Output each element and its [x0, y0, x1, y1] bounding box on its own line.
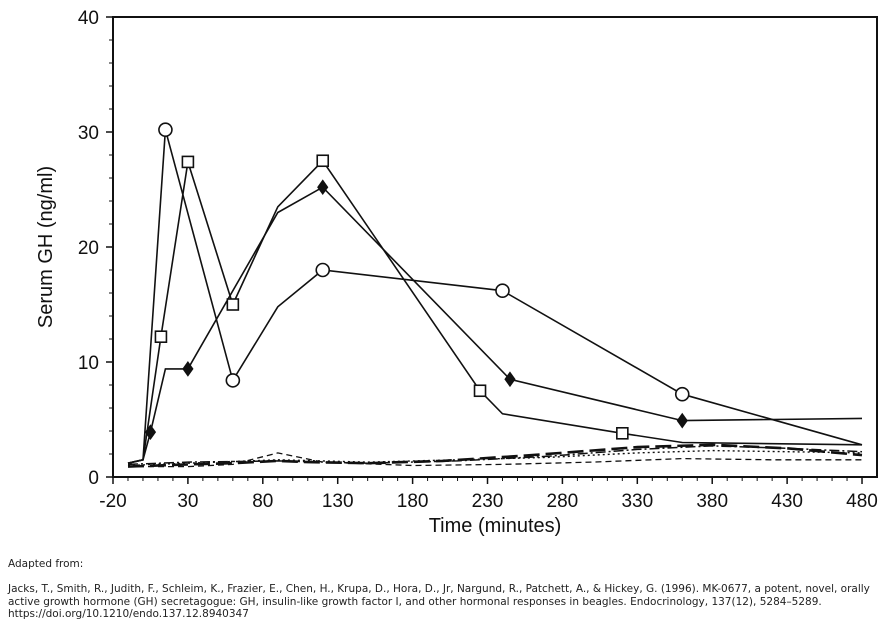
series-2-line	[127, 159, 863, 464]
x-tick-label: 130	[322, 491, 354, 512]
diamond-marker	[144, 424, 157, 441]
x-tick-label: 180	[397, 491, 429, 512]
y-tick-label: 40	[78, 8, 99, 29]
square-marker	[316, 154, 330, 168]
y-tick-label: 0	[88, 468, 99, 489]
diamond-marker	[317, 179, 329, 196]
circle-marker	[225, 373, 241, 388]
x-tick-label: 430	[771, 491, 803, 512]
diamond-marker	[504, 371, 516, 388]
citation: Jacks, T., Smith, R., Judith, F., Schlei…	[8, 583, 870, 620]
markers	[144, 122, 690, 441]
series-3-line	[127, 186, 863, 464]
series-lines	[127, 129, 863, 468]
caption-heading: Adapted from:	[8, 558, 84, 570]
square-marker	[181, 155, 195, 169]
x-tick-label: -20	[99, 491, 126, 512]
gh-line-chart: -20 30 80 130 180 230 280 330 380 430 480 0 10 20 30 40…	[35, 8, 878, 537]
x-tick-label: 330	[621, 491, 653, 512]
axes: -20 30 80 130 180 230 280 330 380 430 480 0 10 20 30 40	[78, 8, 878, 512]
plot-frame	[112, 16, 878, 478]
diamond-marker	[676, 412, 688, 429]
x-tick-label: 380	[696, 491, 728, 512]
diamond-marker	[182, 361, 194, 377]
square-marker	[473, 384, 487, 398]
circle-marker	[315, 262, 331, 278]
x-tick-label: 280	[547, 491, 579, 512]
circle-marker	[674, 386, 690, 402]
square-marker	[616, 426, 629, 440]
y-axis-label: Serum GH (ng/ml)	[35, 166, 57, 328]
circle-marker	[495, 283, 510, 299]
x-axis-label: Time (minutes)	[429, 515, 562, 537]
y-tick-label: 30	[78, 123, 99, 144]
series-1-line	[127, 129, 863, 464]
x-tick-label: 230	[472, 491, 504, 512]
series-5-line	[128, 452, 862, 468]
x-tick-label: 80	[252, 491, 273, 512]
x-tick-label: 480	[846, 491, 878, 512]
series-7-line	[127, 445, 863, 466]
circle-marker	[158, 122, 173, 137]
x-tick-label: 30	[177, 491, 198, 512]
y-tick-label: 20	[78, 238, 99, 259]
square-marker	[154, 330, 168, 344]
y-tick-label: 10	[78, 353, 99, 374]
square-marker	[226, 298, 240, 311]
